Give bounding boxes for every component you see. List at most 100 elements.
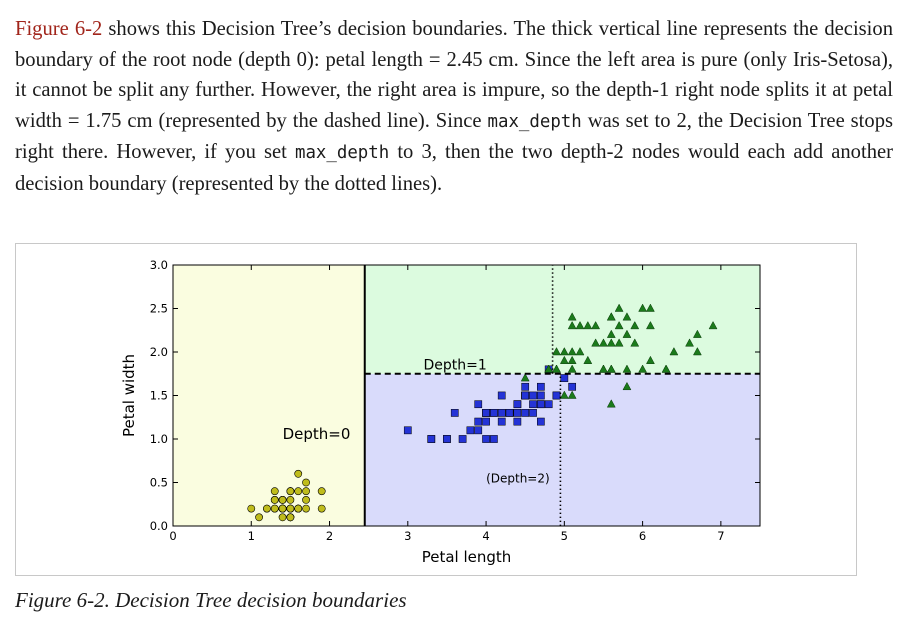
square-point [450, 409, 459, 417]
circle-point [278, 513, 287, 522]
circle-point [317, 487, 326, 496]
square-point [482, 417, 490, 426]
paragraph-text-1: shows this Decision Tree’s decision boun… [15, 18, 894, 132]
triangle-point [708, 320, 718, 330]
circle-point [255, 513, 263, 522]
circle-point [270, 504, 279, 513]
square-point [497, 417, 506, 426]
paragraph-text-3: to 3, then the two depth-2 nodes would e… [15, 141, 893, 195]
triangle-point [614, 320, 624, 330]
square-point [513, 409, 522, 417]
y-tick-label: 0.5 [150, 476, 168, 490]
square-point [474, 400, 483, 409]
data-points [247, 303, 718, 522]
triangle-point [622, 364, 632, 373]
circle-point [286, 504, 295, 513]
triangle-point [622, 329, 632, 338]
triangle-point [614, 338, 624, 347]
triangle-point [646, 355, 655, 364]
y-tick-label: 3.0 [150, 258, 168, 272]
circle-point [278, 495, 287, 504]
circle-point [247, 504, 256, 513]
triangle-point [685, 338, 694, 347]
triangle-point [614, 303, 624, 312]
square-point [521, 391, 530, 400]
circle-point [286, 495, 295, 504]
triangle-point [646, 303, 655, 312]
annotation-2: (Depth=2) [486, 472, 550, 486]
triangle-point [599, 338, 608, 347]
square-point [560, 374, 569, 382]
square-point [482, 409, 490, 417]
circle-point [263, 504, 271, 513]
triangle-point [692, 347, 702, 356]
circle-point [294, 504, 303, 513]
triangle-point [559, 390, 569, 399]
square-point [537, 391, 545, 400]
y-tick-label: 1.0 [150, 432, 168, 446]
y-tick-label: 0.0 [150, 519, 168, 533]
square-point [529, 400, 537, 409]
x-tick-label: 0 [169, 529, 176, 543]
square-point [427, 435, 436, 443]
x-tick-label: 1 [248, 529, 255, 543]
circle-point [294, 469, 303, 478]
triangle-point [606, 338, 616, 347]
body-paragraph: Figure 6-2 shows this Decision Tree’s de… [15, 14, 893, 200]
triangle-point [622, 312, 632, 321]
square-point [544, 400, 553, 409]
x-tick-label: 4 [482, 529, 489, 543]
depth-annotations: Depth=0 Depth=1 (Depth=2) [283, 357, 550, 485]
triangle-point [606, 364, 616, 373]
square-point [474, 426, 483, 435]
circle-point [317, 504, 326, 513]
square-point [458, 435, 467, 443]
triangle-point [692, 329, 702, 338]
x-tick-label: 5 [561, 529, 568, 543]
square-point [552, 391, 561, 400]
square-point [490, 435, 498, 443]
triangle-point [622, 381, 632, 391]
square-point [537, 400, 545, 409]
circle-point [286, 487, 295, 496]
triangle-point [559, 355, 569, 364]
triangle-point [638, 303, 648, 312]
triangle-point [552, 364, 561, 373]
triangle-point [661, 364, 671, 373]
annotation-1: Depth=1 [423, 357, 486, 373]
x-axis-label: Petal length [422, 548, 512, 566]
triangle-point [630, 338, 640, 347]
square-point [497, 391, 506, 400]
triangle-point [669, 347, 679, 356]
circle-point [302, 504, 310, 513]
triangle-point [583, 355, 593, 364]
x-tick-label: 2 [326, 529, 333, 543]
square-point [529, 409, 537, 417]
circle-point [286, 513, 295, 522]
square-point [482, 435, 490, 443]
triangle-point [606, 312, 616, 321]
square-point [529, 391, 537, 400]
triangle-point [575, 347, 585, 356]
square-point [466, 426, 475, 435]
decision-boundary-chart: Depth=0 Depth=1 (Depth=2) 0 1 2 3 4 5 6 7 0.0 0.5 1.… [120, 258, 761, 566]
circle-point [302, 478, 310, 487]
y-tick-label: 2.0 [150, 345, 168, 359]
circle-point [302, 487, 310, 496]
triangle-point [583, 320, 593, 330]
x-tick-label: 7 [717, 529, 724, 543]
annotation-0: Depth=0 [283, 425, 351, 443]
y-tick-label: 1.5 [150, 389, 168, 403]
y-axis-label: Petal width [120, 354, 138, 437]
circle-point [270, 487, 279, 496]
decision-regions [173, 265, 760, 526]
square-point [497, 409, 506, 417]
region-1 [364, 373, 760, 526]
paragraph-text-2: was set to 2, the Decision Tree stops ri… [15, 109, 894, 164]
square-point [521, 382, 530, 391]
triangle-point [591, 338, 601, 347]
square-point [474, 417, 483, 426]
figure-reference-link[interactable]: Figure 6-2 [15, 18, 103, 40]
code-max-depth-2: max_depth [294, 143, 390, 164]
square-point [505, 409, 514, 417]
